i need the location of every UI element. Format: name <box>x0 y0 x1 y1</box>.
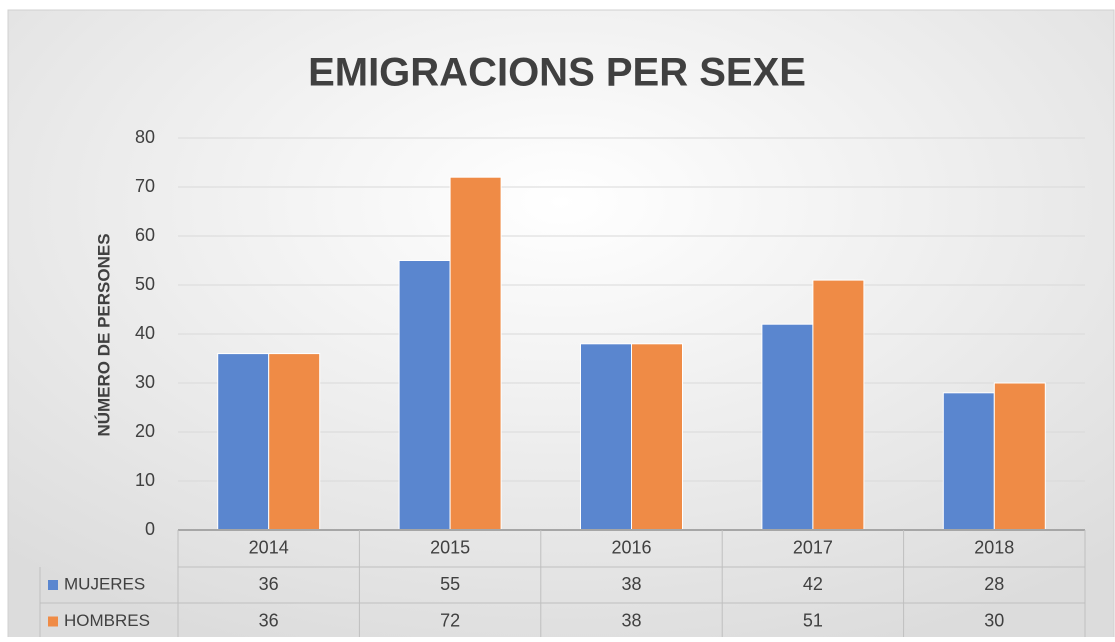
y-tick-label: 40 <box>135 323 155 343</box>
y-tick-label: 70 <box>135 176 155 196</box>
table-value: 42 <box>803 574 823 594</box>
y-tick-label: 10 <box>135 470 155 490</box>
y-axis-label: NÚMERO DE PERSONES <box>94 233 113 436</box>
bar <box>942 392 995 531</box>
y-tick-label: 30 <box>135 372 155 392</box>
legend-label: HOMBRES <box>64 611 150 630</box>
bar <box>398 260 451 531</box>
table-value: 51 <box>803 610 823 630</box>
bar <box>761 323 814 531</box>
legend-swatch <box>48 580 58 590</box>
bar <box>993 382 1046 531</box>
table-value: 30 <box>984 610 1004 630</box>
bar <box>217 353 270 531</box>
y-tick-label: 50 <box>135 274 155 294</box>
y-tick-label: 20 <box>135 421 155 441</box>
y-tick-label: 60 <box>135 225 155 245</box>
x-tick-label: 2014 <box>249 537 289 557</box>
y-tick-label: 80 <box>135 127 155 147</box>
chart-title: EMIGRACIONS PER SEXE <box>308 51 806 95</box>
table-value: 36 <box>259 610 279 630</box>
bar <box>449 176 502 531</box>
table-value: 36 <box>259 574 279 594</box>
x-tick-label: 2017 <box>793 537 833 557</box>
x-tick-label: 2015 <box>430 537 470 557</box>
x-tick-label: 2016 <box>611 537 651 557</box>
bar <box>812 279 865 531</box>
bar <box>268 353 321 531</box>
bar <box>631 343 683 531</box>
bar <box>580 343 632 531</box>
y-tick-label: 0 <box>145 519 155 539</box>
table-value: 28 <box>984 574 1004 594</box>
table-value: 38 <box>621 610 641 630</box>
table-value: 72 <box>440 610 460 630</box>
x-tick-label: 2018 <box>974 537 1014 557</box>
legend-swatch <box>48 616 58 627</box>
legend-label: MUJERES <box>64 574 145 593</box>
chart-background <box>7 9 1115 642</box>
table-value: 55 <box>440 574 460 594</box>
table-value: 38 <box>621 574 641 594</box>
